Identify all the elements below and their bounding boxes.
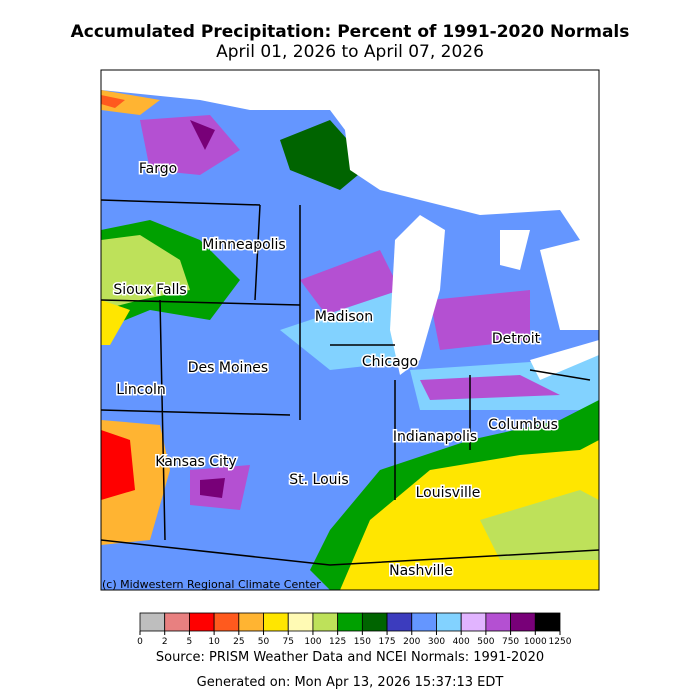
city-labels: Fargo Minneapolis Sioux Falls Madison De… — [112, 160, 560, 581]
colorbar-box — [460, 612, 487, 632]
credit: (c) Midwestern Regional Climate Center — [102, 578, 321, 591]
colorbar-box — [287, 612, 314, 632]
city-label: Columbus — [488, 417, 558, 433]
colorbar: 0 2 5 10 25 50 75 100 125 150 175 200 300 400 500 750 10… — [137, 612, 572, 647]
colorbar-tick-label: 5 — [187, 637, 193, 647]
city-label: Kansas City — [155, 454, 236, 470]
colorbar-tick-label: 0 — [137, 637, 143, 647]
colorbar-tick-label: 1000 — [524, 637, 547, 647]
colorbar-box — [485, 612, 511, 632]
colorbar-box — [213, 612, 240, 632]
city-label: Des Moines — [188, 360, 268, 376]
colorbar-tick-label: 100 — [304, 637, 321, 647]
colorbar-tick-label: 10 — [208, 637, 220, 647]
colorbar-box — [510, 612, 536, 632]
city-label: Nashville — [389, 563, 453, 579]
colorbar-tick-label: 400 — [453, 637, 470, 647]
city-label: Detroit — [492, 331, 541, 347]
colorbar-box — [361, 612, 388, 632]
colorbar-box — [164, 612, 190, 632]
colorbar-tick-label: 50 — [258, 637, 270, 647]
colorbar-box — [312, 612, 339, 632]
colorbar-box — [139, 612, 166, 632]
city-label: Madison — [315, 309, 373, 325]
colorbar-box — [386, 612, 413, 632]
subtitle: April 01, 2026 to April 07, 2026 — [216, 42, 484, 62]
colorbar-tick-label: 500 — [477, 637, 494, 647]
source: Source: PRISM Weather Data and NCEI Norm… — [156, 650, 544, 665]
colorbar-tick-label: 150 — [354, 637, 371, 647]
city-label: Fargo — [139, 161, 177, 177]
colorbar-box — [238, 612, 264, 632]
colorbar-box — [263, 612, 289, 632]
city-label: Chicago — [362, 354, 418, 370]
title: Accumulated Precipitation: Percent of 19… — [71, 22, 630, 42]
colorbar-tick-label: 300 — [428, 637, 445, 647]
city-label: Louisville — [416, 485, 481, 501]
generated: Generated on: Mon Apr 13, 2026 15:37:13 … — [197, 675, 504, 690]
colorbar-tick-label: 125 — [329, 637, 346, 647]
colorbar-box — [411, 612, 437, 632]
colorbar-tick-label: 25 — [233, 637, 244, 647]
city-label: Indianapolis — [393, 429, 477, 445]
colorbar-tick-label: 75 — [283, 637, 294, 647]
colorbar-tick-label: 1250 — [549, 637, 572, 647]
city-label: Lincoln — [116, 382, 166, 398]
colorbar-tick-label: 750 — [502, 637, 519, 647]
colorbar-box — [534, 612, 561, 632]
city-label: Sioux Falls — [113, 282, 186, 298]
colorbar-box — [189, 612, 215, 632]
colorbar-tick-label: 200 — [403, 637, 420, 647]
map-frame — [100, 69, 600, 591]
colorbar-tick-label: 175 — [378, 637, 395, 647]
precip-map — [101, 70, 599, 590]
colorbar-tick-label: 2 — [162, 637, 168, 647]
city-label: Minneapolis — [202, 237, 285, 253]
city-label: St. Louis — [289, 472, 348, 488]
colorbar-box — [337, 612, 363, 632]
colorbar-box — [436, 612, 462, 632]
